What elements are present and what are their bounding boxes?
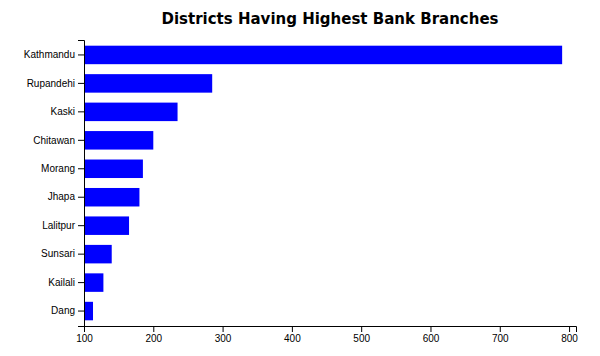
- y-tick-mark: [78, 225, 84, 226]
- x-tick-label: 400: [284, 333, 301, 344]
- x-tick-label: 300: [215, 333, 232, 344]
- y-tick-mark: [78, 111, 84, 112]
- y-tick-label: Kathmandu: [24, 49, 75, 60]
- y-tick: Dang: [51, 305, 84, 316]
- bar: [84, 74, 212, 92]
- y-tick-label: Sunsari: [41, 248, 75, 259]
- bar: [84, 245, 112, 263]
- y-axis-line: [78, 41, 85, 327]
- y-tick: Chitawan: [33, 135, 84, 146]
- y-tick: Kaski: [51, 106, 84, 117]
- bar: [84, 188, 139, 206]
- y-tick: Rupandehi: [27, 78, 84, 89]
- x-tick: 600: [423, 326, 440, 344]
- bar: [84, 273, 103, 291]
- x-tick: 800: [561, 326, 578, 344]
- x-tick-mark: [153, 326, 154, 332]
- y-tick-label: Dang: [51, 305, 75, 316]
- title: Districts Having Highest Bank Branches: [161, 10, 498, 28]
- y-tick-mark: [78, 197, 84, 198]
- x-axis: 100 200 300 400 500 600 700 800: [76, 326, 578, 344]
- y-tick-mark: [78, 282, 84, 283]
- y-tick: Kailali: [48, 277, 84, 288]
- x-tick-label: 500: [353, 333, 370, 344]
- x-tick: 700: [492, 326, 509, 344]
- y-tick-mark: [78, 83, 84, 84]
- y-tick-label: Lalitpur: [42, 220, 75, 231]
- x-tick-label: 600: [423, 333, 440, 344]
- y-tick-label: Rupandehi: [27, 78, 75, 89]
- y-tick-mark: [78, 254, 84, 255]
- bar: [84, 160, 143, 178]
- y-tick: Kathmandu: [24, 49, 84, 60]
- x-tick: 300: [215, 326, 232, 344]
- bars: [84, 46, 562, 321]
- bar: [84, 46, 562, 64]
- y-axis: Kathmandu Rupandehi Kaski Chitawan Morang Jha…: [24, 41, 85, 327]
- y-tick-label: Chitawan: [33, 135, 75, 146]
- y-tick-label: Jhapa: [48, 191, 76, 202]
- y-tick: Lalitpur: [42, 220, 84, 231]
- y-tick: Jhapa: [48, 191, 84, 202]
- x-tick-mark: [569, 326, 570, 332]
- x-tick-mark: [361, 326, 362, 332]
- y-tick-label: Kailali: [48, 277, 75, 288]
- y-tick-mark: [78, 54, 84, 55]
- x-tick: 200: [145, 326, 162, 344]
- y-tick: Morang: [41, 163, 84, 174]
- y-tick-label: Kaski: [51, 106, 75, 117]
- bar: [84, 216, 129, 234]
- y-tick-mark: [78, 140, 84, 141]
- y-tick-mark: [78, 168, 84, 169]
- x-tick-mark: [430, 326, 431, 332]
- x-tick-mark: [500, 326, 501, 332]
- chart: 100 200 300 400 500 600 700 800 Kathmandu Rupande…: [0, 0, 600, 356]
- bar: [84, 302, 93, 320]
- x-tick-mark: [223, 326, 224, 332]
- x-tick-mark: [292, 326, 293, 332]
- x-tick: 500: [353, 326, 370, 344]
- x-tick-label: 100: [76, 333, 93, 344]
- plot: 100 200 300 400 500 600 700 800 Kathmandu Rupande…: [15, 41, 579, 345]
- x-tick-label: 200: [145, 333, 162, 344]
- x-tick-label: 700: [492, 333, 509, 344]
- y-tick-label: Morang: [41, 163, 75, 174]
- y-tick-mark: [78, 311, 84, 312]
- y-tick: Sunsari: [41, 248, 84, 259]
- x-tick-label: 800: [561, 333, 578, 344]
- x-axis-line: [85, 327, 577, 333]
- x-tick: 100: [76, 326, 93, 344]
- x-tick: 400: [284, 326, 301, 344]
- bar: [84, 131, 153, 149]
- bar: [84, 103, 178, 121]
